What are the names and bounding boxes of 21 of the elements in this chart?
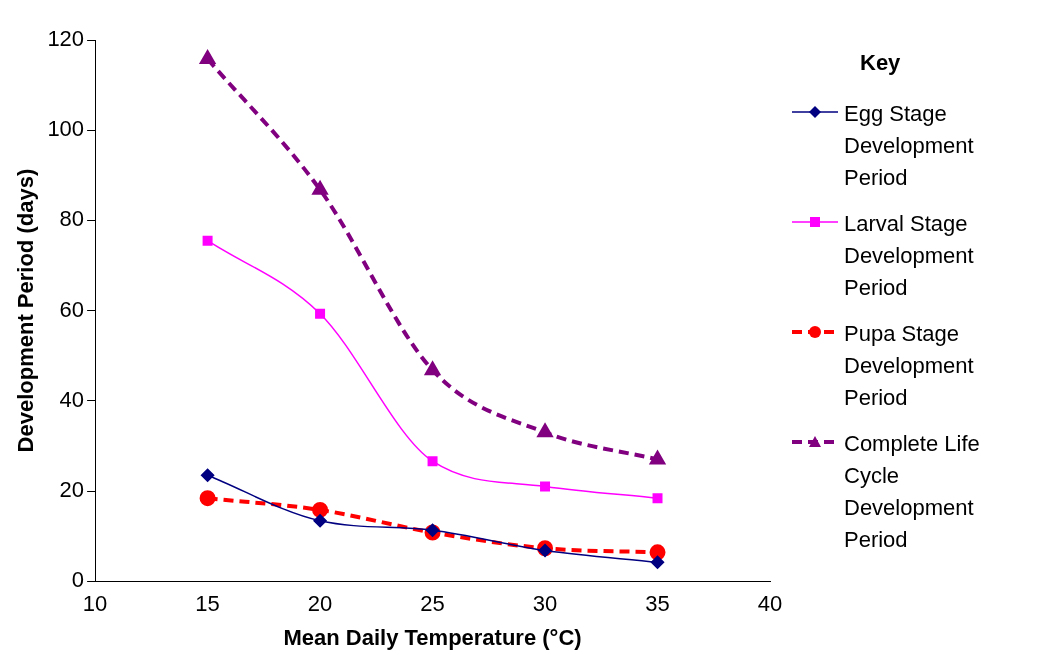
y-tick-label: 0 [71, 567, 85, 593]
y-tick-label: 40 [59, 386, 85, 412]
x-tick-label: 20 [307, 591, 333, 617]
x-tick-label: 15 [195, 591, 220, 617]
y-axis-title: Development Period (days) [13, 168, 39, 453]
legend-label: Egg Stage Development Period [844, 100, 975, 192]
x-tick-label: 25 [420, 591, 445, 617]
y-tick-label: 120 [47, 26, 85, 52]
y-tick-label: 20 [59, 477, 85, 503]
x-tick-label: 30 [532, 591, 558, 617]
y-tick-label: 80 [59, 206, 85, 232]
x-tick-label: 10 [82, 591, 108, 617]
x-axis-title: Mean Daily Temperature (°C) [283, 624, 582, 650]
legend-label: Pupa Stage Development Period [844, 320, 975, 412]
y-tick-label: 100 [47, 116, 85, 142]
x-tick-label: 40 [757, 591, 783, 617]
legend-label: Complete Life Cycle Development Period [844, 430, 981, 554]
x-tick-label: 35 [645, 591, 670, 617]
y-tick-label: 60 [59, 296, 85, 322]
legend-title: Key [860, 50, 902, 76]
legend-label: Larval Stage Development Period [844, 210, 975, 302]
